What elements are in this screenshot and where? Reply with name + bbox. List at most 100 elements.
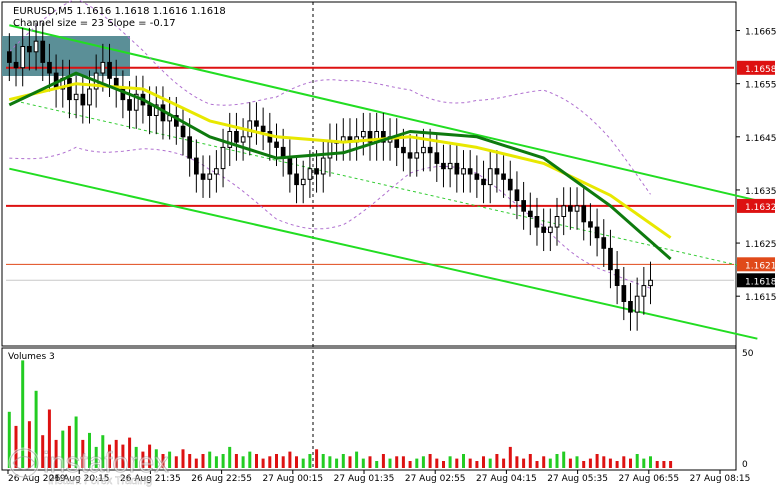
volume-bar [154, 449, 158, 468]
candle [294, 155, 299, 204]
candle-body [127, 99, 132, 111]
time-tick-label: 26 Aug 22:55 [191, 474, 252, 484]
candle-body [67, 77, 72, 101]
candle-body [20, 46, 26, 69]
watermark-tagline: Instant Forex Trading [48, 475, 152, 487]
volume-bar [575, 456, 579, 468]
volume-axis-max: 50 [742, 349, 754, 359]
volume-bar [321, 454, 325, 468]
volume-bar [174, 456, 178, 468]
candle-body [287, 157, 293, 175]
candle [421, 128, 426, 172]
volume-bar [134, 446, 138, 468]
volume-bar [295, 456, 298, 468]
candle [207, 155, 213, 198]
volume-bar [368, 456, 372, 468]
candle [641, 266, 647, 315]
volume-bar [301, 458, 305, 468]
candle-body [421, 146, 426, 154]
volume-bar [74, 416, 78, 468]
candle [414, 134, 420, 177]
candle-body [474, 173, 480, 180]
time-tick-label: 27 Aug 05:35 [547, 474, 608, 484]
candle-body [501, 173, 506, 180]
candle-body [494, 168, 500, 175]
price-badge-label: 1.1658 [745, 65, 777, 75]
candle-body [561, 205, 567, 217]
volume-bar [341, 454, 345, 468]
candle-body [541, 226, 546, 233]
volume-bar [67, 425, 71, 468]
candle-body [634, 295, 640, 313]
volume-bar [602, 456, 606, 468]
watermark-brand: instaforex [43, 447, 169, 479]
candle [621, 266, 627, 321]
candle-body [641, 285, 647, 297]
volume-bar [642, 458, 646, 468]
candle [320, 139, 326, 193]
volume-bar [435, 458, 439, 468]
volume-bar [27, 421, 31, 468]
candle-body [33, 40, 39, 53]
candle [427, 128, 433, 172]
candle-body [40, 40, 46, 63]
volume-bar [415, 458, 419, 468]
instaforex-logo: instaforex Instant Forex Trading [8, 447, 170, 487]
volume-bar [502, 458, 506, 468]
price-tick-label: 1.1625 [745, 240, 777, 250]
candle-body [207, 173, 213, 180]
candle [481, 160, 486, 204]
volume-bar [622, 456, 626, 468]
candle-body [133, 93, 139, 111]
candle [594, 208, 600, 257]
candle-body [107, 61, 112, 79]
volume-bar [161, 454, 165, 468]
candle-body [487, 168, 493, 186]
volume-bar [588, 458, 592, 468]
volume-bar [7, 411, 11, 468]
volume-bar [515, 456, 519, 468]
candle-body [554, 216, 560, 228]
price-badge-1.1632 [737, 198, 775, 213]
volume-bar [442, 461, 445, 468]
time-tick-label: 26 Aug 21:35 [120, 474, 181, 484]
time-tick-label: 26 Aug 20:15 [49, 474, 110, 484]
candle [467, 150, 473, 193]
volume-bar [395, 456, 399, 468]
candle-body [407, 152, 413, 159]
candle-body [327, 141, 333, 159]
price-badge-label: 1.1621 [745, 261, 777, 271]
candle-body [427, 146, 433, 154]
candle [568, 187, 573, 230]
time-tick-label: 26 Aug 2019 [8, 474, 66, 484]
candle-body [434, 152, 440, 164]
candle-body [588, 221, 593, 228]
volume-bar [535, 461, 539, 468]
candle [27, 27, 32, 71]
time-tick-label: 27 Aug 08:15 [690, 474, 751, 484]
candle-body [621, 285, 627, 303]
candle [20, 27, 26, 87]
time-tick-label: 27 Aug 00:15 [262, 474, 323, 484]
candle [234, 112, 239, 161]
candle-body [514, 189, 520, 201]
candle-body [481, 178, 486, 186]
volume-bar [421, 456, 425, 468]
candle [220, 128, 226, 188]
volume-bar [649, 456, 652, 468]
volume-bar [288, 451, 292, 468]
candle-body [568, 205, 573, 212]
candle-body [648, 279, 653, 287]
volume-bar [81, 439, 85, 468]
candle-body [367, 131, 373, 143]
candle-body [260, 125, 266, 132]
envelope-lower-line [9, 146, 651, 289]
volume-bar [248, 451, 252, 468]
volume-bar [455, 458, 459, 468]
price-badge-label: 1.1618 [745, 277, 777, 287]
candle [194, 139, 199, 193]
candle-body [601, 237, 607, 249]
candle [381, 112, 386, 161]
